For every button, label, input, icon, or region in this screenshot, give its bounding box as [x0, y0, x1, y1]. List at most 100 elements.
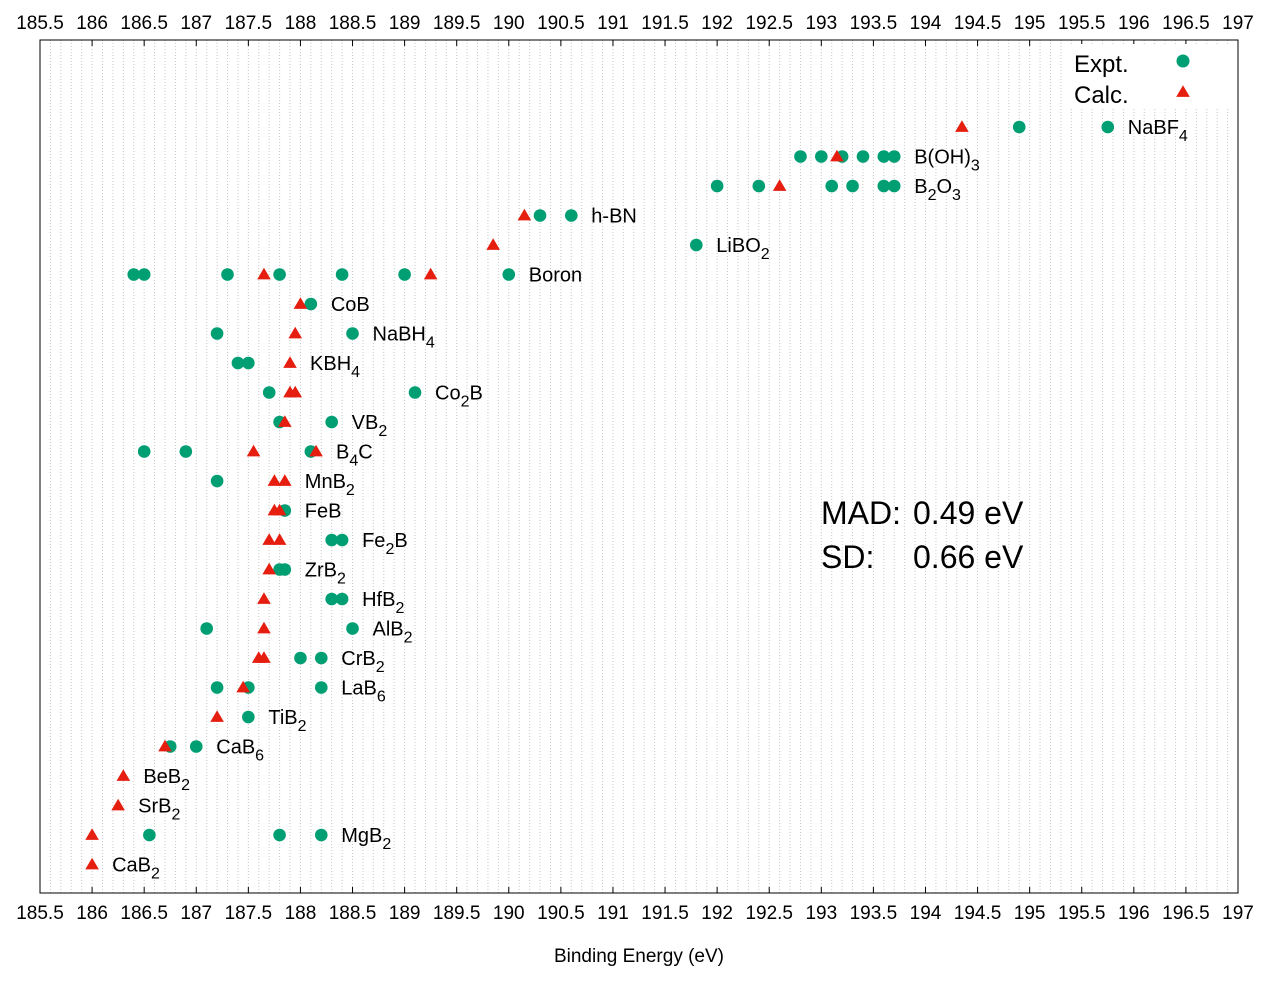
x-tick-label-bottom: 186 [76, 903, 108, 924]
expt-point [335, 533, 349, 547]
expt-point [752, 179, 766, 193]
expt-point [689, 238, 703, 252]
expt-point [564, 209, 578, 222]
compound-label-part: VB [352, 412, 379, 434]
x-tick-label-top: 195.5 [1058, 13, 1106, 34]
compound-label: KBH4 [310, 353, 360, 381]
calc-point [257, 592, 271, 604]
expt-point [314, 828, 328, 842]
x-tick-label-top: 189.5 [433, 13, 481, 34]
x-tick-label-bottom: 195 [1014, 903, 1046, 924]
compound-label-part: 2 [171, 807, 180, 824]
compound-label: NaBH4 [373, 324, 435, 352]
expt-point [335, 592, 349, 606]
compound-label-part: 2 [928, 187, 937, 204]
calc-point [267, 474, 282, 486]
compound-label: MnB2 [305, 471, 355, 499]
compound-label: BeB2 [143, 766, 190, 794]
x-tick-label-bottom: 191 [597, 903, 629, 924]
legend-label-calc: Calc. [1074, 82, 1129, 109]
calc-point [278, 474, 292, 486]
compound-label: CoB [331, 294, 370, 316]
compound-label-part: 2 [376, 659, 385, 676]
x-tick-label-top: 187.5 [225, 13, 273, 34]
compound-label-part: CoB [331, 294, 370, 316]
x-tick-label-top: 194 [910, 13, 942, 34]
expt-point [231, 356, 245, 370]
expt-point [335, 268, 349, 281]
x-tick-label-top: 187 [180, 13, 212, 34]
compound-label-part: HfB [362, 589, 395, 611]
compound-label: AlB2 [373, 619, 413, 647]
x-tick-label-top: 186.5 [120, 13, 168, 34]
expt-point [346, 327, 359, 340]
compound-label-part: Fe [362, 530, 385, 552]
expt-point [1101, 120, 1115, 134]
compound-label: HfB2 [362, 589, 404, 617]
compound-label-part: 4 [1179, 128, 1188, 145]
x-axis-title: Binding Energy (eV) [554, 946, 724, 967]
expt-point [242, 710, 255, 724]
expt-point [325, 592, 338, 606]
expt-point [825, 179, 839, 193]
x-tick-label-top: 197 [1222, 13, 1254, 34]
expt-point [856, 150, 870, 163]
x-tick-label-bottom: 196 [1118, 903, 1150, 924]
x-tick-label-top: 186 [76, 13, 108, 34]
compound-label: LiBO2 [716, 235, 769, 263]
expt-point [273, 828, 286, 842]
calc-point [116, 769, 131, 781]
x-tick-label-bottom: 185.5 [16, 903, 64, 924]
compound-label-part: CaB [112, 855, 151, 877]
compound-label-part: KBH [310, 353, 351, 375]
calc-point [246, 444, 261, 457]
expt-point [314, 681, 328, 694]
compound-label-part: B [336, 442, 349, 464]
legend: Expt. Calc. [1066, 44, 1234, 109]
compound-label-part: 2 [382, 836, 391, 853]
expt-point [143, 828, 156, 842]
compound-label-part: MgB [341, 825, 382, 847]
compound-label-part: Boron [529, 265, 582, 287]
legend-marker-calc [1176, 85, 1190, 97]
compound-label-part: SrB [138, 796, 171, 818]
expt-point [398, 268, 411, 281]
compound-label-part: NaBF [1128, 117, 1179, 139]
expt-point [137, 268, 151, 281]
expt-point [815, 150, 828, 163]
compound-label-part: 2 [761, 246, 770, 263]
expt-point [877, 179, 891, 193]
x-tick-label-top: 191 [597, 13, 629, 34]
legend-background [1066, 44, 1234, 108]
compound-label-part: FeB [305, 501, 342, 523]
compound-label-part: C [358, 442, 372, 464]
compound-label-part: 2 [461, 394, 470, 411]
expt-point [325, 415, 338, 429]
calc-point [111, 798, 125, 811]
calc-point [257, 267, 271, 280]
expt-point [210, 327, 224, 340]
calc-point [85, 828, 99, 840]
calc-point [309, 444, 323, 457]
expt-point [887, 150, 901, 163]
x-tick-label-top: 192.5 [745, 13, 793, 34]
expt-point [189, 740, 203, 753]
expt-point [314, 651, 328, 665]
axis-ticks: 185.5 185.5 186 186 186.5 186.5 187 187 187.5 187… [16, 13, 1254, 924]
x-tick-label-top: 192 [701, 13, 733, 34]
compound-label-part: 3 [971, 158, 980, 175]
compound-label-part: 2 [181, 777, 190, 794]
calc-point [262, 562, 276, 575]
calc-point [288, 385, 303, 398]
compound-label-part: B [470, 383, 483, 405]
compound-label-part: TiB [268, 707, 297, 729]
expt-point [794, 150, 807, 163]
compound-label-part: LaB [341, 678, 377, 700]
calc-point [210, 710, 224, 722]
compound-label-part: 4 [351, 364, 360, 381]
calc-point [257, 621, 271, 634]
mad-value: 0.49 eV [913, 495, 1024, 531]
x-tick-label-bottom: 188.5 [329, 903, 377, 924]
x-tick-label-top: 196 [1118, 13, 1150, 34]
